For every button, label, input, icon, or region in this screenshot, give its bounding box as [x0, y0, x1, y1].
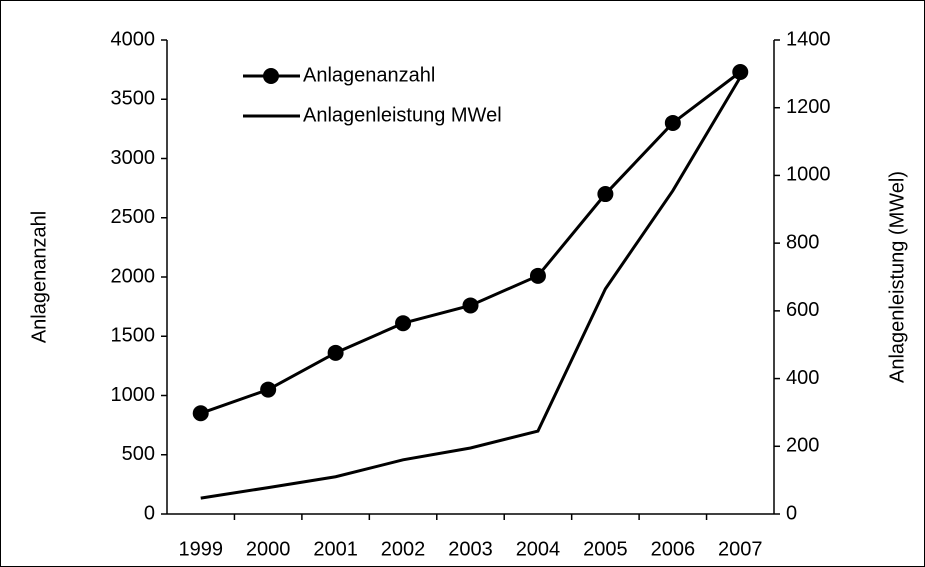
series-line	[200, 76, 742, 500]
y-tick-label: 500	[122, 443, 155, 465]
x-tick-label: 2001	[313, 538, 358, 560]
y-tick-label: 1500	[111, 325, 156, 347]
x-tick-label: 2005	[583, 538, 628, 560]
x-tick-label: 2003	[448, 538, 493, 560]
y2-axis-label: Anlagenleistung (MWel)	[886, 171, 908, 383]
y-tick-label: 2000	[111, 265, 156, 287]
legend-label: Anlagenleistung MWel	[303, 104, 502, 126]
y2-tick-label: 1400	[786, 28, 831, 50]
series-marker	[462, 297, 479, 314]
series-marker	[327, 344, 344, 361]
y-tick-label: 2500	[111, 206, 156, 228]
y-tick-label: 4000	[111, 28, 156, 50]
series-marker	[529, 267, 546, 284]
series-marker	[732, 63, 749, 80]
y-tick-label: 0	[144, 502, 155, 524]
y-tick-label: 3500	[111, 88, 156, 110]
y2-tick-label: 1000	[786, 164, 831, 186]
series-marker	[395, 315, 412, 332]
y2-tick-label: 0	[786, 502, 797, 524]
y2-tick-label: 1200	[786, 96, 831, 118]
series-marker	[192, 405, 209, 422]
x-tick-label: 2000	[246, 538, 291, 560]
series-marker	[664, 114, 681, 131]
y2-tick-label: 800	[786, 231, 819, 253]
y2-tick-label: 400	[786, 367, 819, 389]
x-tick-label: 2004	[516, 538, 561, 560]
series-marker	[597, 186, 614, 203]
x-tick-label: 2007	[718, 538, 763, 560]
x-tick-label: 2006	[651, 538, 696, 560]
y-axis-label: Anlagenanzahl	[28, 211, 50, 343]
series-marker	[260, 381, 277, 398]
legend-marker	[263, 68, 279, 84]
x-tick-label: 2002	[381, 538, 426, 560]
legend-label: Anlagenanzahl	[303, 64, 435, 86]
y-tick-label: 1000	[111, 384, 156, 406]
x-tick-label: 1999	[178, 538, 223, 560]
y2-tick-label: 600	[786, 299, 819, 321]
y-tick-label: 3000	[111, 147, 156, 169]
y2-tick-label: 200	[786, 435, 819, 457]
